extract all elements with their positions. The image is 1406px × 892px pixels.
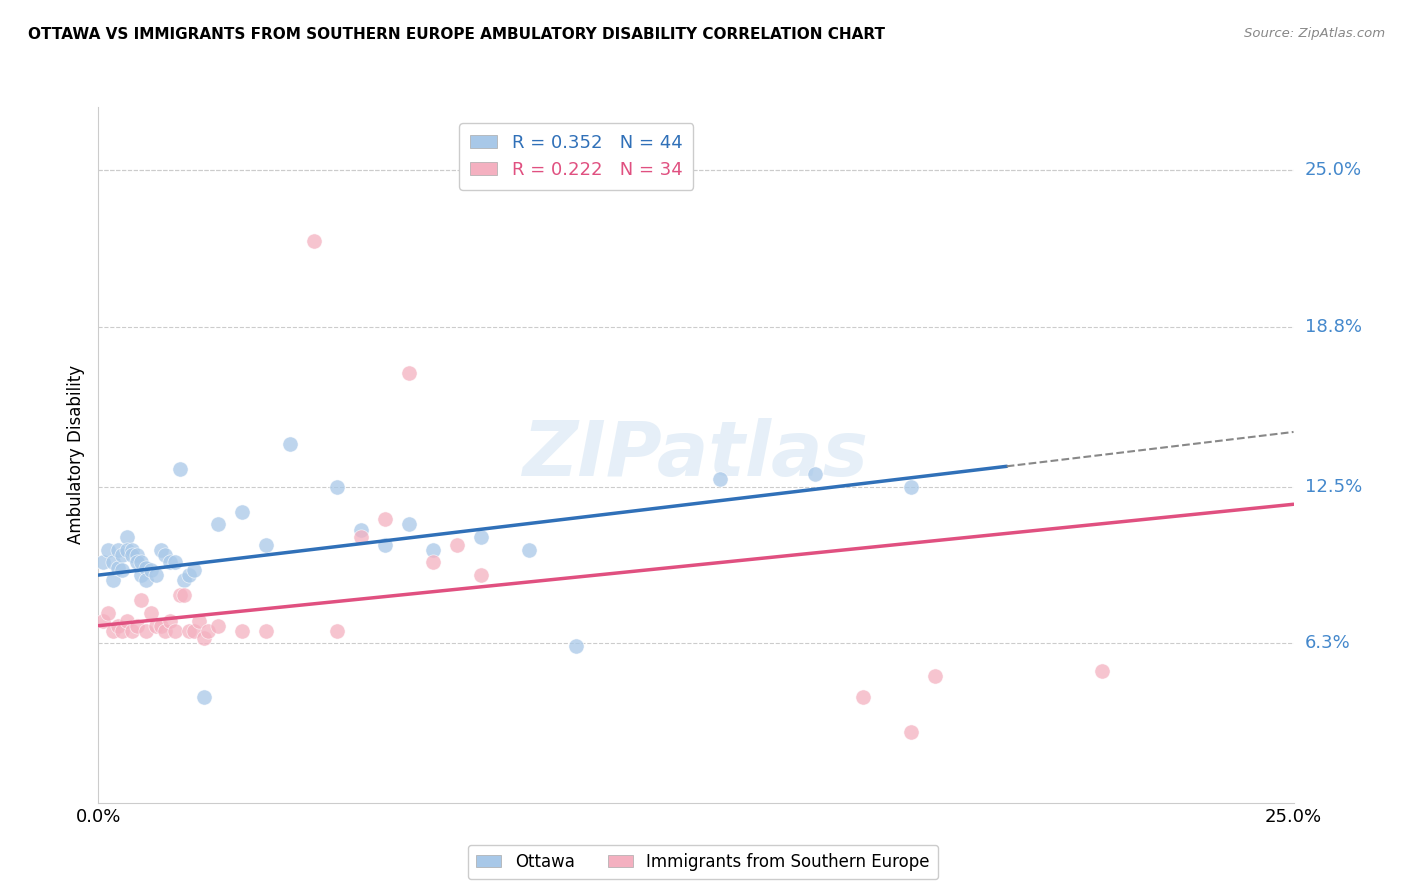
Point (254, 624, 277, 638)
Point (163, 556, 186, 570)
Point (446, 538, 468, 552)
Point (169, 462, 191, 476)
Point (422, 542, 444, 557)
Point (131, 556, 153, 570)
Point (115, 614, 138, 628)
Point (197, 624, 219, 638)
Point (398, 366, 420, 380)
Legend: R = 0.352   N = 44, R = 0.222   N = 34: R = 0.352 N = 44, R = 0.222 N = 34 (460, 123, 693, 190)
Point (924, 669, 946, 683)
Point (135, 624, 157, 638)
Point (149, 618, 172, 632)
Point (121, 542, 143, 557)
Point (115, 530, 138, 544)
Y-axis label: Ambulatory Disability: Ambulatory Disability (66, 366, 84, 544)
Text: 18.8%: 18.8% (1305, 318, 1361, 336)
Text: ZIPatlas: ZIPatlas (523, 418, 869, 491)
Point (350, 530, 373, 544)
Point (125, 556, 148, 570)
Point (155, 624, 177, 638)
Point (193, 632, 215, 646)
Point (107, 560, 129, 574)
Point (135, 560, 157, 574)
Point (111, 624, 134, 638)
Point (183, 624, 205, 638)
Point (422, 556, 444, 570)
Point (350, 523, 373, 537)
Point (374, 538, 396, 552)
Point (149, 542, 172, 557)
Point (101, 624, 124, 638)
Point (278, 436, 301, 450)
Point (163, 624, 186, 638)
Point (804, 467, 827, 481)
Point (187, 614, 209, 628)
Point (101, 556, 124, 570)
Point (97, 606, 120, 620)
Text: 6.3%: 6.3% (1305, 634, 1350, 652)
Point (852, 690, 875, 704)
Point (135, 573, 157, 587)
Point (139, 563, 162, 577)
Point (470, 530, 492, 544)
Point (254, 538, 277, 552)
Point (145, 568, 167, 582)
Point (115, 542, 138, 557)
Point (121, 548, 143, 562)
Point (131, 593, 153, 607)
Point (97, 542, 120, 557)
Point (159, 556, 181, 570)
Point (231, 624, 253, 638)
Point (326, 624, 349, 638)
Legend: Ottawa, Immigrants from Southern Europe: Ottawa, Immigrants from Southern Europe (468, 845, 938, 880)
Point (173, 573, 195, 587)
Point (107, 618, 129, 632)
Point (302, 234, 325, 248)
Point (374, 512, 396, 526)
Point (139, 606, 162, 620)
Point (709, 472, 731, 486)
Point (398, 517, 420, 532)
Point (111, 563, 134, 577)
Point (207, 618, 229, 632)
Point (169, 588, 191, 602)
Point (326, 479, 349, 493)
Point (183, 563, 205, 577)
Point (900, 725, 922, 739)
Point (107, 542, 129, 557)
Point (173, 588, 195, 602)
Point (131, 568, 153, 582)
Point (207, 517, 229, 532)
Point (231, 505, 253, 519)
Point (1091, 665, 1114, 679)
Point (125, 548, 148, 562)
Text: 25.0%: 25.0% (1305, 161, 1362, 179)
Point (111, 548, 134, 562)
Point (91, 614, 114, 628)
Point (565, 639, 588, 653)
Point (470, 568, 492, 582)
Point (91, 556, 114, 570)
Point (145, 618, 167, 632)
Point (155, 548, 177, 562)
Point (179, 624, 201, 638)
Point (900, 479, 922, 493)
Point (121, 624, 143, 638)
Point (125, 618, 148, 632)
Point (159, 614, 181, 628)
Text: Source: ZipAtlas.com: Source: ZipAtlas.com (1244, 27, 1385, 40)
Text: 12.5%: 12.5% (1305, 477, 1362, 496)
Point (193, 690, 215, 704)
Point (101, 573, 124, 587)
Point (517, 542, 540, 557)
Point (179, 568, 201, 582)
Text: OTTAWA VS IMMIGRANTS FROM SOUTHERN EUROPE AMBULATORY DISABILITY CORRELATION CHAR: OTTAWA VS IMMIGRANTS FROM SOUTHERN EUROP… (28, 27, 886, 42)
